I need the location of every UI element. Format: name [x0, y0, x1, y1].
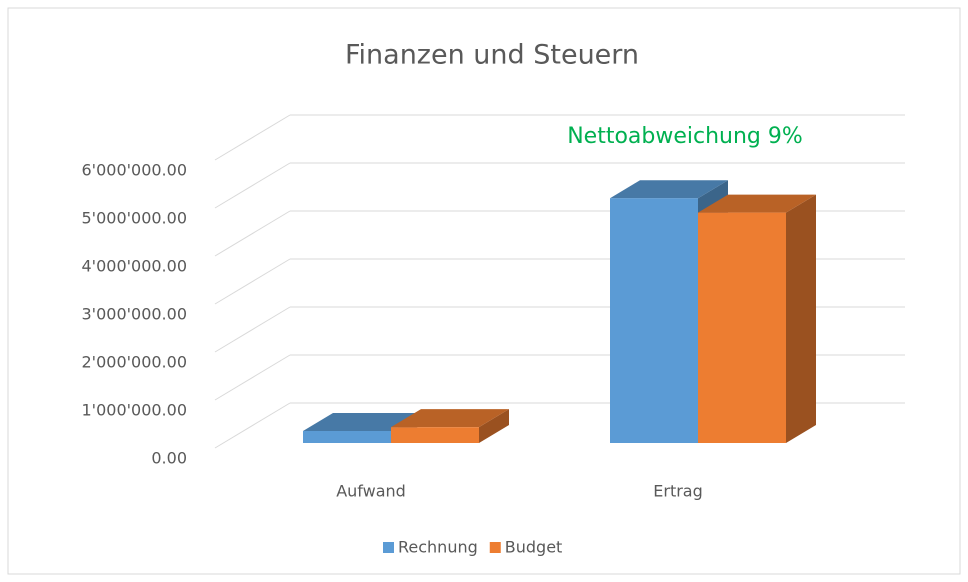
- grid-line-side: [214, 258, 291, 305]
- bar: [610, 198, 698, 443]
- bar-top: [698, 194, 816, 213]
- bar-top: [391, 409, 509, 428]
- y-tick-label: 3'000'000.00: [82, 305, 188, 324]
- x-tick-label: Ertrag: [653, 482, 703, 501]
- y-tick-label: 0.00: [151, 449, 187, 468]
- y-tick-label: 6'000'000.00: [82, 161, 188, 180]
- y-tick-label: 2'000'000.00: [82, 353, 188, 372]
- grid-line-side: [214, 162, 291, 209]
- y-tick-label: 5'000'000.00: [82, 209, 188, 228]
- grid-line-side: [214, 114, 291, 161]
- grid-line-side: [214, 354, 291, 401]
- bar: [391, 427, 479, 443]
- bar-side: [479, 409, 509, 443]
- x-tick-label: Aufwand: [336, 482, 406, 501]
- bar-top: [303, 413, 421, 431]
- legend-swatch: [383, 542, 394, 553]
- legend-label: Budget: [505, 538, 563, 557]
- grid-line-side: [214, 306, 291, 353]
- chart-title: Finanzen und Steuern: [345, 40, 639, 71]
- bar: [303, 431, 391, 443]
- y-tick-label: 4'000'000.00: [82, 257, 188, 276]
- chart-border: [7, 7, 961, 575]
- bar-side: [786, 194, 816, 443]
- bar: [698, 212, 786, 443]
- legend-swatch: [489, 542, 501, 553]
- grid-line-side: [214, 402, 291, 449]
- grid-line-side: [214, 210, 291, 257]
- bar-top: [610, 180, 728, 199]
- y-tick-label: 1'000'000.00: [82, 401, 188, 420]
- legend-label: Rechnung: [398, 538, 478, 557]
- annotation: Nettoabweichung 9%: [567, 124, 803, 149]
